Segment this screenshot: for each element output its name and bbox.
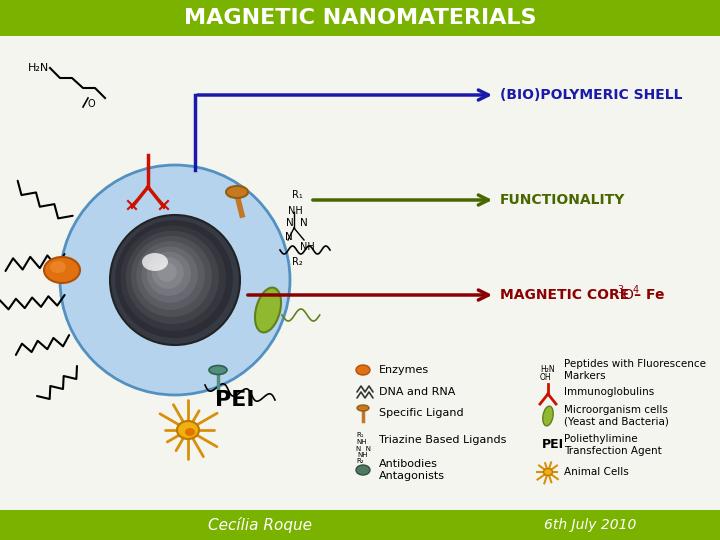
Ellipse shape — [255, 288, 281, 333]
Ellipse shape — [544, 469, 552, 476]
FancyBboxPatch shape — [0, 36, 720, 510]
Text: O: O — [88, 99, 96, 109]
Ellipse shape — [177, 421, 199, 439]
Text: H₂N: H₂N — [28, 63, 49, 73]
Text: O: O — [622, 288, 633, 302]
Text: R₁: R₁ — [292, 190, 302, 200]
Ellipse shape — [357, 405, 369, 411]
Circle shape — [120, 226, 226, 331]
Ellipse shape — [44, 257, 80, 283]
Text: R₁: R₁ — [356, 432, 364, 438]
Ellipse shape — [209, 366, 227, 375]
Text: DNA and RNA: DNA and RNA — [379, 387, 455, 397]
Text: N: N — [300, 218, 307, 228]
Text: NH: NH — [356, 439, 366, 445]
Text: NH: NH — [300, 242, 315, 252]
Text: 6th July 2010: 6th July 2010 — [544, 518, 636, 532]
Ellipse shape — [356, 365, 370, 375]
Text: H₂N: H₂N — [540, 365, 554, 374]
Ellipse shape — [543, 406, 553, 426]
Text: R₂: R₂ — [292, 257, 302, 267]
Circle shape — [147, 252, 191, 296]
Ellipse shape — [226, 186, 248, 198]
Text: PEI: PEI — [542, 438, 564, 451]
Text: Specific Ligand: Specific Ligand — [379, 408, 464, 418]
Circle shape — [152, 257, 184, 289]
Text: N  N: N N — [356, 446, 371, 452]
Circle shape — [110, 215, 240, 345]
Circle shape — [60, 165, 290, 395]
Text: 3: 3 — [617, 285, 623, 295]
FancyBboxPatch shape — [0, 510, 720, 540]
Circle shape — [142, 246, 198, 303]
Circle shape — [131, 236, 212, 317]
Text: Cecília Roque: Cecília Roque — [208, 517, 312, 533]
Text: NH: NH — [357, 452, 367, 458]
Circle shape — [136, 241, 205, 310]
Text: N: N — [286, 218, 294, 228]
Text: 4: 4 — [633, 285, 639, 295]
Circle shape — [157, 262, 176, 282]
Ellipse shape — [185, 428, 195, 436]
Circle shape — [115, 220, 233, 338]
Text: Immunoglobulins: Immunoglobulins — [564, 387, 654, 397]
Text: PEI: PEI — [215, 390, 254, 410]
Text: Triazine Based Ligands: Triazine Based Ligands — [379, 435, 506, 445]
Text: Antibodies
Antagonists: Antibodies Antagonists — [379, 459, 445, 481]
FancyBboxPatch shape — [0, 0, 720, 36]
Text: MAGNETIC NANOMATERIALS: MAGNETIC NANOMATERIALS — [184, 8, 536, 28]
Ellipse shape — [142, 253, 168, 271]
Text: OH: OH — [540, 373, 552, 382]
Text: Microorganism cells
(Yeast and Bacteria): Microorganism cells (Yeast and Bacteria) — [564, 405, 669, 427]
Ellipse shape — [50, 261, 66, 273]
Text: FUNCTIONALITY: FUNCTIONALITY — [500, 193, 626, 207]
Text: Enzymes: Enzymes — [379, 365, 429, 375]
Text: Animal Cells: Animal Cells — [564, 467, 629, 477]
Text: (BIO)POLYMERIC SHELL: (BIO)POLYMERIC SHELL — [500, 88, 683, 102]
Text: Poliethylimine
Transfection Agent: Poliethylimine Transfection Agent — [564, 434, 662, 456]
Text: MAGNETIC CORE – Fe: MAGNETIC CORE – Fe — [500, 288, 665, 302]
Text: Peptides with Fluorescence
Markers: Peptides with Fluorescence Markers — [564, 359, 706, 381]
Text: NH: NH — [288, 206, 302, 216]
Text: R₂: R₂ — [356, 458, 364, 464]
Ellipse shape — [356, 465, 370, 475]
Text: N: N — [285, 232, 293, 242]
Circle shape — [126, 231, 219, 324]
